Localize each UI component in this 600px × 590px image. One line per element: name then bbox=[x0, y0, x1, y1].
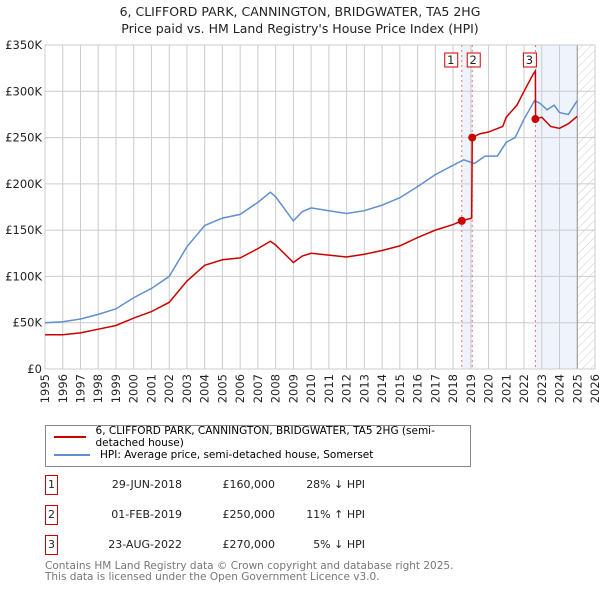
x-tick-label: 1995 bbox=[38, 374, 52, 403]
legend-label-property: 6, CLIFFORD PARK, CANNINGTON, BRIDGWATER… bbox=[95, 425, 435, 449]
sale-marker-box bbox=[444, 52, 459, 68]
sale-row: 1 29-JUN-2018 £160,000 28% ↓ HPI bbox=[45, 475, 445, 497]
x-tick-label: 2010 bbox=[304, 374, 318, 403]
sale-price: £250,000 bbox=[222, 508, 276, 521]
sale-marker-box bbox=[466, 52, 481, 68]
chart-title: 6, CLIFFORD PARK, CANNINGTON, BRIDGWATER… bbox=[119, 4, 481, 19]
forecast-hatch bbox=[577, 45, 595, 369]
property-line bbox=[45, 68, 578, 336]
legend: 6, CLIFFORD PARK, CANNINGTON, BRIDGWATER… bbox=[45, 425, 471, 467]
sale-point bbox=[457, 216, 466, 225]
legend-swatch-hpi bbox=[54, 454, 90, 456]
hpi-line bbox=[44, 99, 578, 324]
sale-marker: 3 bbox=[45, 535, 58, 555]
x-tick-label: 2023 bbox=[535, 374, 549, 403]
x-tick-label: 2005 bbox=[215, 374, 229, 403]
x-tick-label: 2014 bbox=[375, 374, 389, 403]
x-tick-label: 1999 bbox=[109, 374, 123, 403]
legend-label-hpi: HPI: Average price, semi-detached house,… bbox=[100, 449, 374, 461]
x-tick-label: 2012 bbox=[340, 374, 354, 403]
x-tick-label: 2002 bbox=[162, 374, 176, 403]
chart-subtitle: Price paid vs. HM Land Registry's House … bbox=[121, 21, 479, 36]
sale-point bbox=[531, 115, 540, 124]
x-tick-label: 2024 bbox=[553, 374, 567, 403]
sale-date: 23-AUG-2022 bbox=[108, 538, 182, 551]
y-tick-label: £150K bbox=[5, 223, 42, 237]
x-tick-label: 2009 bbox=[286, 374, 300, 403]
sale-hpi-diff: 11% ↑ HPI bbox=[306, 508, 365, 521]
footer-line: This data is licensed under the Open Gov… bbox=[45, 571, 380, 583]
x-tick-label: 2022 bbox=[517, 374, 531, 403]
x-tick-label: 2025 bbox=[570, 374, 584, 403]
price-chart: 1995 1996 1997 1998 1999 2000 2001 2002 2003 2004… bbox=[5, 38, 600, 403]
x-tick-label: 2013 bbox=[357, 374, 371, 403]
sale-marker-label: 1 bbox=[447, 53, 454, 67]
sale-date: 01-FEB-2019 bbox=[111, 508, 182, 521]
x-tick-label: 2015 bbox=[393, 374, 407, 403]
shaded-period bbox=[535, 45, 578, 369]
x-tick-label: 1996 bbox=[56, 374, 70, 403]
x-tick-label: 2021 bbox=[499, 374, 513, 403]
sale-price: £160,000 bbox=[222, 478, 276, 491]
sale-marker-box bbox=[522, 52, 537, 68]
sale-marker-label: 3 bbox=[526, 53, 533, 67]
x-tick-label: 2008 bbox=[269, 374, 283, 403]
sale-date: 29-JUN-2018 bbox=[111, 478, 182, 491]
sale-marker: 1 bbox=[45, 475, 58, 495]
x-tick-label: 2007 bbox=[251, 374, 265, 403]
x-tick-label: 2001 bbox=[144, 374, 158, 403]
y-tick-label: £0 bbox=[27, 362, 42, 376]
y-tick-label: £100K bbox=[5, 269, 42, 283]
x-tick-label: 2018 bbox=[446, 374, 460, 403]
y-tick-label: £350K bbox=[5, 38, 42, 52]
x-tick-label: 2017 bbox=[428, 374, 442, 403]
sale-hpi-diff: 5% ↓ HPI bbox=[313, 538, 365, 551]
y-tick-label: £50K bbox=[13, 316, 43, 330]
y-tick-label: £200K bbox=[5, 177, 42, 191]
plot-frame bbox=[44, 44, 596, 370]
sale-point bbox=[468, 133, 477, 142]
legend-swatch-property bbox=[54, 436, 86, 438]
x-tick-label: 2026 bbox=[588, 374, 600, 403]
x-tick-label: 2000 bbox=[127, 374, 141, 403]
y-tick-label: £300K bbox=[5, 84, 42, 98]
x-tick-label: 2003 bbox=[180, 374, 194, 403]
footer: Contains HM Land Registry data © Crown c… bbox=[45, 561, 453, 583]
x-tick-label: 2020 bbox=[482, 374, 496, 403]
sale-marker: 2 bbox=[45, 505, 58, 525]
x-tick-label: 2006 bbox=[233, 374, 247, 403]
y-tick-label: £250K bbox=[5, 131, 42, 145]
x-tick-label: 1997 bbox=[74, 374, 88, 403]
x-tick-label: 2016 bbox=[411, 374, 425, 403]
x-tick-label: 2004 bbox=[198, 374, 212, 403]
sale-marker-label: 2 bbox=[470, 53, 477, 67]
sale-row: 2 01-FEB-2019 £250,000 11% ↑ HPI bbox=[45, 505, 445, 527]
shaded-period bbox=[461, 45, 473, 369]
sale-hpi-diff: 28% ↓ HPI bbox=[306, 478, 365, 491]
x-tick-label: 2011 bbox=[322, 374, 336, 403]
sale-price: £270,000 bbox=[222, 538, 276, 551]
x-tick-label: 2019 bbox=[464, 374, 478, 403]
x-tick-label: 1998 bbox=[91, 374, 105, 403]
footer-line: Contains HM Land Registry data © Crown c… bbox=[45, 560, 454, 572]
sale-row: 3 23-AUG-2022 £270,000 5% ↓ HPI bbox=[45, 535, 445, 557]
